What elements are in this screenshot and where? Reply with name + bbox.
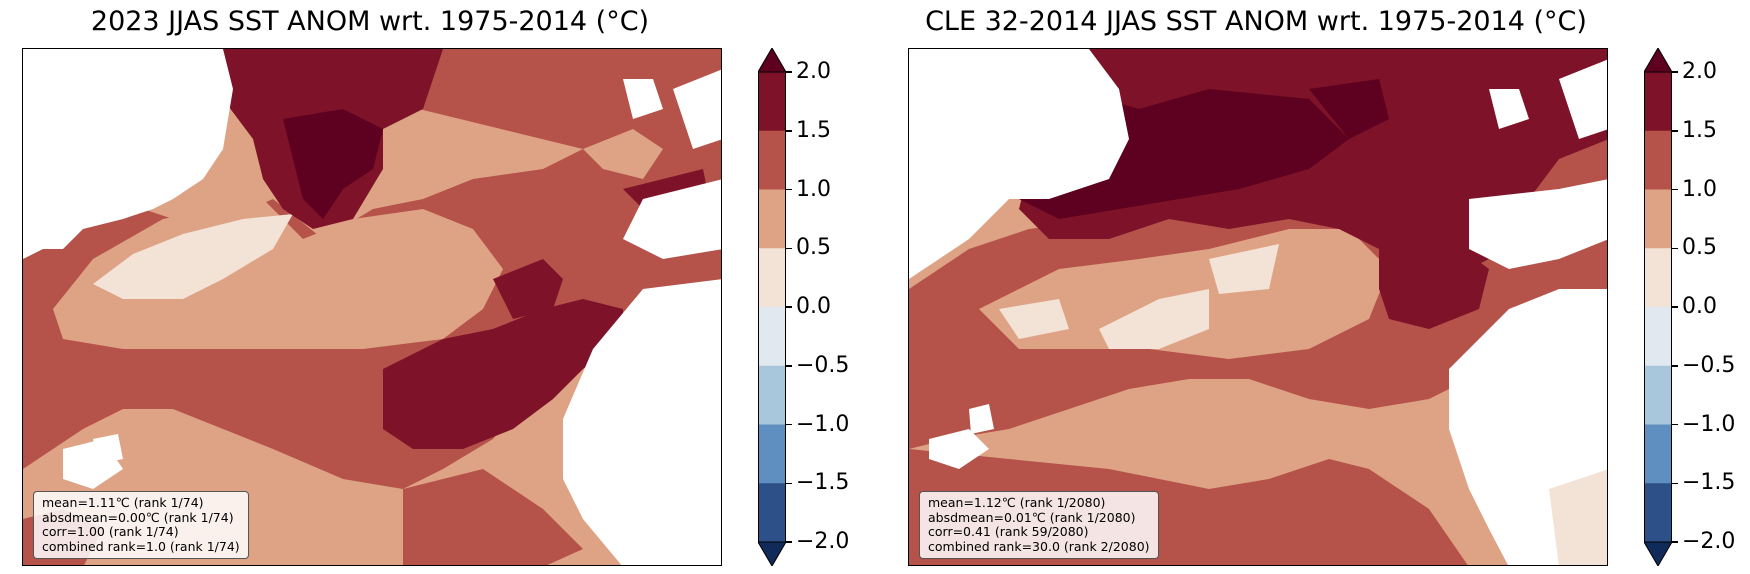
left-colorbar-band — [758, 189, 786, 249]
left-colorbar-tick — [786, 423, 792, 426]
left-colorbar-band — [758, 424, 786, 484]
left-stat-mean: mean=1.11℃ (rank 1/74) — [42, 495, 204, 510]
left-stat-absdmean: absdmean=0.00℃ (rank 1/74) — [42, 509, 234, 525]
right-colorbar-extend-min — [1644, 541, 1672, 566]
left-colorbar-tick-label: −1.5 — [796, 470, 850, 496]
right-colorbar-tick-label: −0.5 — [1682, 352, 1736, 378]
right-colorbar-band — [1644, 424, 1672, 484]
left-sst-contours — [23, 49, 721, 565]
left-stat-combined-rank: combined rank=1.0 (rank 1/74) — [42, 538, 240, 554]
right-stats-box: mean=1.12℃ (rank 1/2080) absdmean=0.01℃ … — [919, 491, 1159, 559]
left-colorbar-tick — [786, 541, 792, 543]
right-colorbar-band — [1644, 72, 1672, 132]
right-colorbar-tick — [1672, 482, 1678, 484]
right-colorbar-tick — [1672, 71, 1678, 73]
right-colorbar-tick-label: 1.5 — [1682, 117, 1717, 143]
left-stats-box: mean=1.11℃ (rank 1/74) absdmean=0.00℃ (r… — [33, 491, 249, 559]
right-colorbar-extend-max — [1644, 48, 1672, 73]
right-colorbar-tick-label: −1.0 — [1682, 411, 1736, 437]
left-colorbar-tick — [786, 71, 792, 73]
right-colorbar-band — [1644, 130, 1672, 190]
left-colorbar-tick — [786, 247, 792, 249]
left-colorbar-tick — [786, 482, 792, 484]
right-colorbar-tick — [1672, 365, 1678, 367]
left-colorbar-tick-label: 2.0 — [796, 59, 831, 84]
right-colorbar-tick-label: −1.5 — [1682, 470, 1736, 496]
left-colorbar-tick-label: −1.0 — [796, 411, 850, 437]
left-colorbar-extend-min — [758, 541, 786, 566]
right-colorbar-tick-label: 0.0 — [1682, 294, 1717, 319]
left-colorbar-band — [758, 130, 786, 190]
right-sst-contours — [909, 49, 1607, 565]
left-colorbar-tick-label: −0.5 — [796, 352, 850, 378]
right-map-title: CLE 32-2014 JJAS SST ANOM wrt. 1975-2014… — [925, 6, 1587, 37]
left-colorbar-tick — [786, 365, 792, 367]
right-stat-absdmean: absdmean=0.01℃ (rank 1/2080) — [928, 509, 1136, 525]
right-colorbar-tick — [1672, 130, 1678, 132]
right-colorbar-band — [1644, 483, 1672, 543]
right-colorbar-tick-label: 1.0 — [1682, 176, 1717, 202]
left-sst-map: mean=1.11℃ (rank 1/74) absdmean=0.00℃ (r… — [22, 48, 722, 566]
right-colorbar-band — [1644, 189, 1672, 249]
left-colorbar-tick-label: 0.5 — [796, 235, 831, 261]
left-colorbar-outline — [758, 71, 786, 543]
left-colorbar-tick-label: 0.0 — [796, 294, 831, 319]
right-colorbar-tick — [1672, 306, 1678, 308]
left-colorbar-band — [758, 483, 786, 543]
right-colorbar-tick — [1672, 247, 1678, 249]
right-colorbar-band — [1644, 307, 1672, 367]
right-stat-combined-rank: combined rank=30.0 (rank 2/2080) — [928, 538, 1150, 554]
left-colorbar-band — [758, 307, 786, 367]
right-colorbar-band — [1644, 365, 1672, 425]
right-colorbar-tick-label: 0.5 — [1682, 235, 1717, 261]
right-colorbar-tick-label: 2.0 — [1682, 59, 1717, 84]
right-colorbar-tick-label: −2.0 — [1682, 529, 1736, 554]
right-colorbar-band — [1644, 248, 1672, 308]
left-colorbar-tick — [786, 188, 792, 191]
left-colorbar-band — [758, 248, 786, 308]
left-colorbar-tick-label: 1.0 — [796, 176, 831, 202]
right-stat-corr: corr=0.41 (rank 59/2080) — [928, 524, 1089, 539]
left-colorbar-tick-label: 1.5 — [796, 117, 831, 143]
left-colorbar-band — [758, 365, 786, 425]
right-colorbar-tick — [1672, 423, 1678, 426]
right-sst-map: mean=1.12℃ (rank 1/2080) absdmean=0.01℃ … — [908, 48, 1608, 566]
left-stat-corr: corr=1.00 (rank 1/74) — [42, 524, 179, 539]
left-colorbar-tick — [786, 306, 792, 308]
left-colorbar-tick-label: −2.0 — [796, 529, 850, 554]
right-colorbar-tick — [1672, 541, 1678, 543]
left-colorbar-band — [758, 72, 786, 132]
left-map-title: 2023 JJAS SST ANOM wrt. 1975-2014 (°C) — [90, 6, 650, 37]
left-colorbar-tick — [786, 130, 792, 132]
right-colorbar-outline — [1644, 71, 1672, 543]
right-colorbar-tick — [1672, 188, 1678, 191]
right-stat-mean: mean=1.12℃ (rank 1/2080) — [928, 495, 1106, 510]
left-colorbar-extend-max — [758, 48, 786, 73]
